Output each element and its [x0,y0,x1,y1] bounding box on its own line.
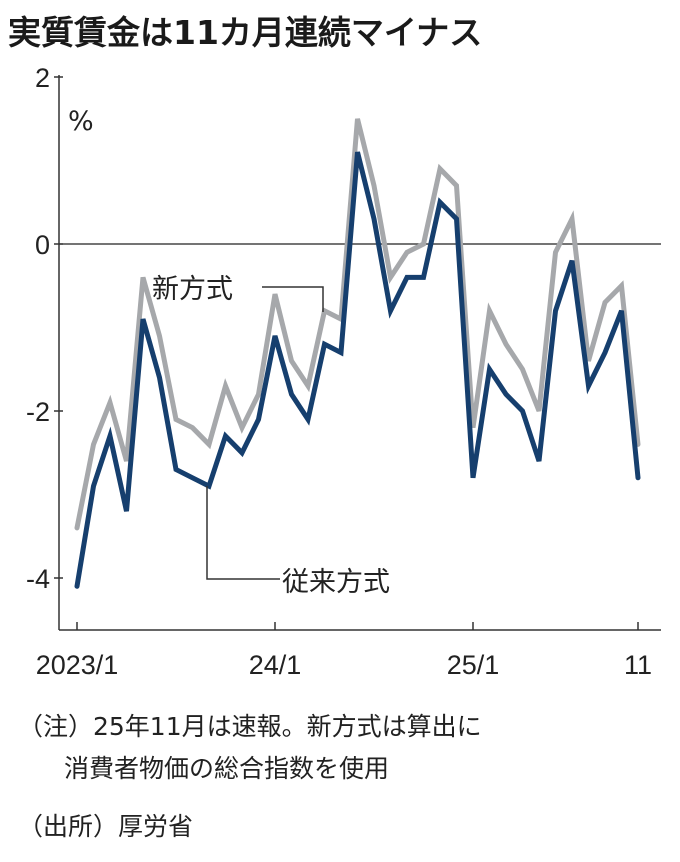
series-line-old-method [74,151,641,589]
note-line-1: （注）25年11月は速報。新方式は算出に [18,712,482,741]
x-tick-label: 2023/1 [36,650,119,680]
source-note: （出所）厚労省 [18,812,193,841]
y-tick-label: 2 [35,63,50,93]
chart-title: 実質賃金は11カ月連続マイナス [8,13,482,52]
x-tick-label: 24/1 [249,650,302,680]
leader-line-old [206,486,280,580]
x-tick-label: 11 [624,650,652,680]
legend-new-method: 新方式 [152,274,324,312]
y-tick-label: -2 [26,397,50,427]
y-tick-label: -4 [26,564,50,594]
label-new-method: 新方式 [152,274,233,305]
label-old-method: 従来方式 [282,567,390,598]
legend-old-method: 従来方式 [206,486,390,598]
x-tick-label: 25/1 [447,650,500,680]
note-line-2: 消費者物価の総合指数を使用 [64,754,389,783]
leader-line-new [262,286,324,312]
y-unit-label: % [68,106,94,137]
y-tick-label: 0 [35,230,50,260]
